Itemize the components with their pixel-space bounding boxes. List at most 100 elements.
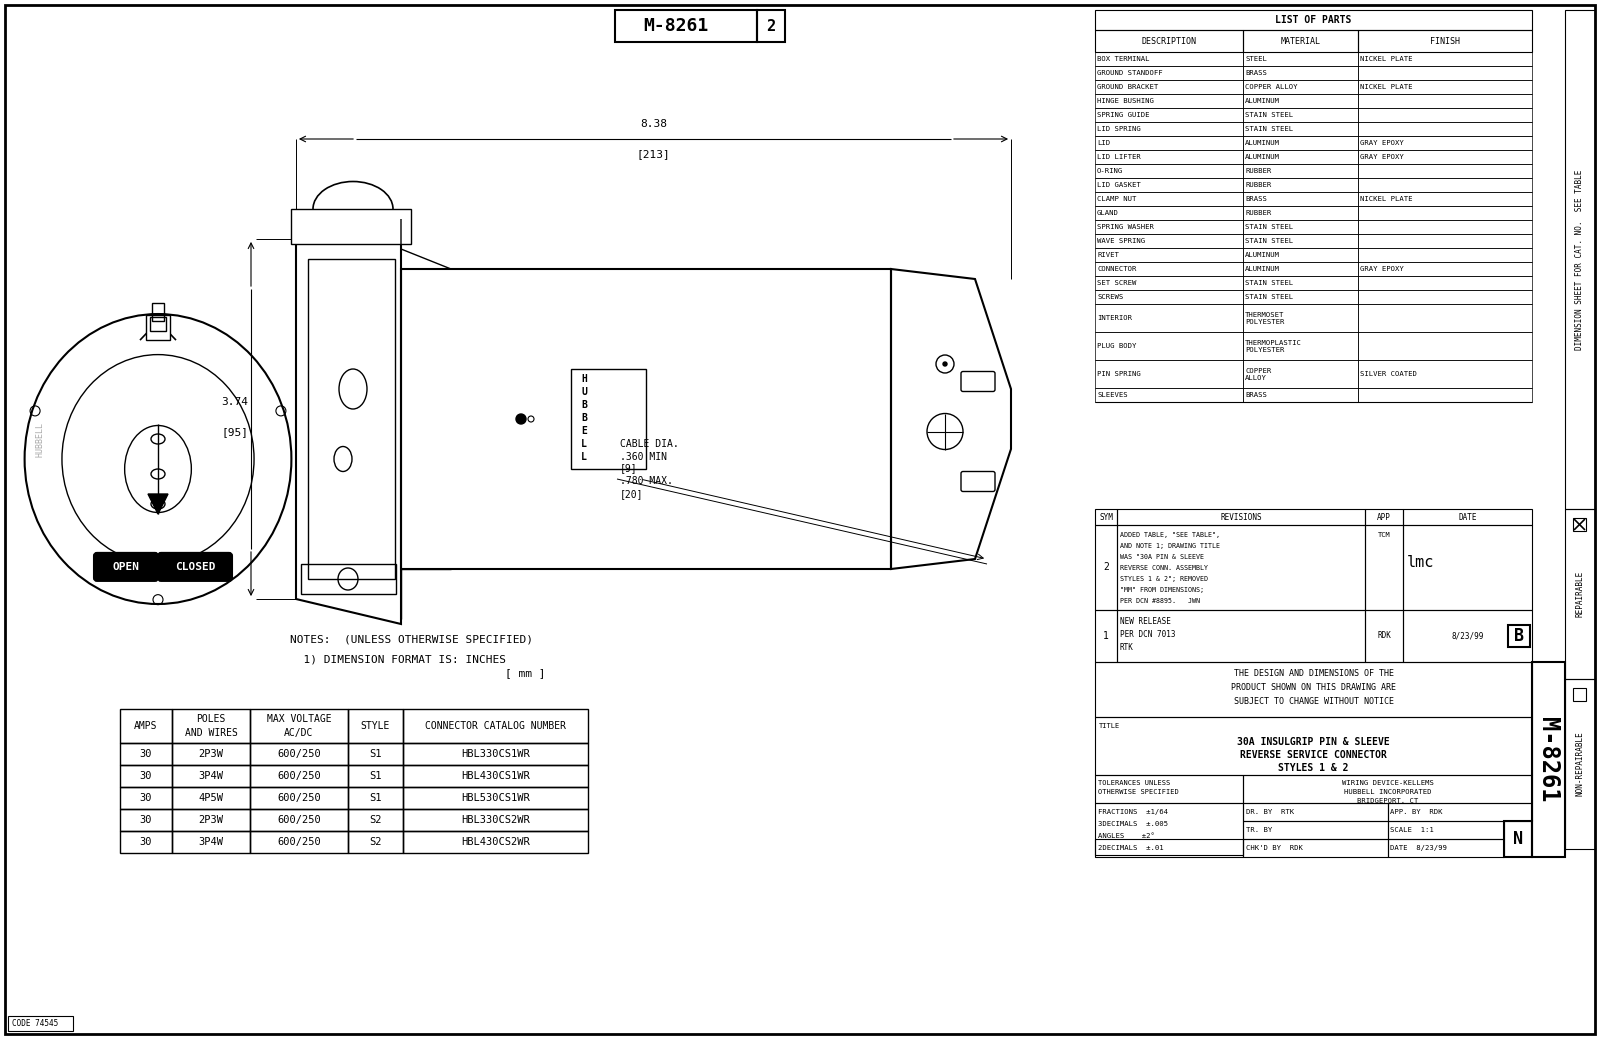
Text: 600/250: 600/250: [277, 815, 322, 825]
Text: ALUMINUM: ALUMINUM: [1245, 252, 1280, 258]
Bar: [1243, 220, 1358, 234]
Text: 600/250: 600/250: [277, 837, 322, 847]
Bar: [120, 743, 173, 765]
Bar: [1243, 332, 1358, 359]
Text: B: B: [581, 412, 587, 423]
Text: LID LIFTER: LID LIFTER: [1098, 154, 1141, 160]
Bar: [349, 831, 403, 853]
Text: TOLERANCES UNLESS: TOLERANCES UNLESS: [1098, 780, 1170, 785]
Bar: [301, 564, 397, 594]
Text: STAIN STEEL: STAIN STEEL: [1245, 126, 1293, 132]
Text: STYLES 1 & 2"; REMOVED: STYLES 1 & 2"; REMOVED: [1120, 576, 1208, 582]
Bar: [1358, 304, 1533, 332]
Text: HBL530CS1WR: HBL530CS1WR: [461, 793, 530, 803]
Text: E: E: [581, 426, 587, 436]
Text: STAIN STEEL: STAIN STEEL: [1245, 294, 1293, 300]
Bar: [349, 709, 403, 743]
Text: LID SPRING: LID SPRING: [1098, 126, 1141, 132]
Bar: [1358, 192, 1533, 206]
Text: NICKEL PLATE: NICKEL PLATE: [1360, 196, 1413, 202]
Bar: [349, 809, 403, 831]
Text: FINISH: FINISH: [1430, 36, 1459, 46]
Bar: [403, 831, 589, 853]
Text: PER DCN #8895.   JWN: PER DCN #8895. JWN: [1120, 598, 1200, 604]
Bar: [1094, 108, 1243, 122]
Bar: [1365, 610, 1403, 662]
Bar: [403, 809, 589, 831]
Bar: [1117, 509, 1365, 525]
Text: 600/250: 600/250: [277, 749, 322, 760]
Bar: [1565, 10, 1595, 509]
Text: STAIN STEEL: STAIN STEEL: [1245, 279, 1293, 286]
Text: WAVE SPRING: WAVE SPRING: [1098, 238, 1146, 244]
Text: 3P4W: 3P4W: [198, 837, 224, 847]
Text: 30: 30: [139, 771, 152, 781]
Text: WAS "30A PIN & SLEEVE: WAS "30A PIN & SLEEVE: [1120, 554, 1205, 560]
Bar: [1358, 234, 1533, 248]
Bar: [1403, 610, 1533, 662]
Bar: [120, 709, 173, 743]
Bar: [403, 787, 589, 809]
Text: 30: 30: [139, 837, 152, 847]
Bar: [1094, 509, 1117, 525]
Bar: [1094, 290, 1243, 304]
Text: THERMOPLASTIC
POLYESTER: THERMOPLASTIC POLYESTER: [1245, 340, 1302, 352]
Text: L: L: [581, 452, 587, 462]
Bar: [1094, 122, 1243, 136]
Text: HUBBELL: HUBBELL: [35, 422, 45, 456]
Text: GROUND STANDOFF: GROUND STANDOFF: [1098, 70, 1163, 76]
Bar: [402, 269, 891, 569]
Text: 2: 2: [766, 19, 776, 33]
Text: GLAND: GLAND: [1098, 210, 1118, 216]
Text: ANGLES    ±2°: ANGLES ±2°: [1098, 833, 1155, 840]
Bar: [1243, 108, 1358, 122]
Bar: [1243, 164, 1358, 178]
Bar: [173, 809, 250, 831]
Bar: [1504, 821, 1533, 857]
Bar: [1094, 192, 1243, 206]
Text: M-8261: M-8261: [643, 17, 709, 35]
Text: S1: S1: [370, 793, 382, 803]
Text: [20]: [20]: [621, 489, 643, 499]
Bar: [1094, 775, 1243, 803]
Polygon shape: [149, 494, 168, 514]
Text: LIST OF PARTS: LIST OF PARTS: [1275, 15, 1352, 25]
Bar: [120, 765, 173, 787]
Bar: [1358, 94, 1533, 108]
Text: 3DECIMALS  ±.005: 3DECIMALS ±.005: [1098, 821, 1168, 827]
Text: BRASS: BRASS: [1245, 392, 1267, 398]
Text: RDK: RDK: [1378, 632, 1390, 640]
Bar: [1094, 178, 1243, 192]
Bar: [1094, 388, 1243, 402]
Text: H: H: [581, 374, 587, 384]
Text: 4P5W: 4P5W: [198, 793, 224, 803]
Text: AC/DC: AC/DC: [285, 728, 314, 738]
Text: GROUND BRACKET: GROUND BRACKET: [1098, 84, 1158, 90]
Text: 3.74: 3.74: [221, 397, 248, 407]
Bar: [1243, 178, 1358, 192]
Text: 2P3W: 2P3W: [198, 749, 224, 760]
Bar: [1365, 509, 1403, 525]
Text: [213]: [213]: [637, 149, 670, 159]
Text: DESCRIPTION: DESCRIPTION: [1141, 36, 1197, 46]
Bar: [152, 303, 165, 321]
Bar: [1573, 518, 1586, 531]
Circle shape: [942, 362, 947, 366]
Text: AND WIRES: AND WIRES: [184, 728, 237, 738]
Bar: [1094, 610, 1117, 662]
Bar: [173, 787, 250, 809]
Text: CONNECTOR CATALOG NUMBER: CONNECTOR CATALOG NUMBER: [426, 721, 566, 731]
Bar: [1094, 164, 1243, 178]
Bar: [146, 315, 170, 340]
Bar: [1243, 821, 1387, 840]
Bar: [1117, 610, 1365, 662]
Bar: [1243, 122, 1358, 136]
Text: 30: 30: [139, 793, 152, 803]
Bar: [1094, 10, 1533, 30]
Bar: [1387, 840, 1504, 857]
Bar: [150, 317, 166, 331]
Text: HBL430CS1WR: HBL430CS1WR: [461, 771, 530, 781]
Text: GRAY EPOXY: GRAY EPOXY: [1360, 266, 1403, 272]
Text: 30: 30: [139, 815, 152, 825]
Text: CHK'D BY  RDK: CHK'D BY RDK: [1246, 845, 1302, 851]
